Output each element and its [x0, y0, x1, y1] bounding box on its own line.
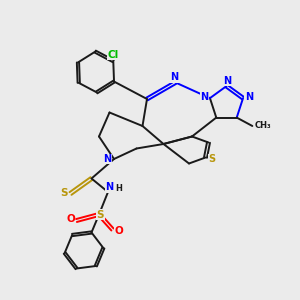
Text: O: O: [66, 214, 75, 224]
Text: S: S: [60, 188, 68, 199]
Text: S: S: [97, 209, 104, 220]
Text: N: N: [170, 72, 178, 82]
Text: O: O: [114, 226, 123, 236]
Text: S: S: [208, 154, 216, 164]
Text: CH₃: CH₃: [254, 122, 271, 130]
Text: H: H: [115, 184, 122, 193]
Text: N: N: [105, 182, 114, 193]
Text: Cl: Cl: [107, 50, 118, 60]
Text: N: N: [103, 154, 112, 164]
Text: N: N: [223, 76, 231, 86]
Text: N: N: [200, 92, 208, 102]
Text: N: N: [245, 92, 253, 102]
